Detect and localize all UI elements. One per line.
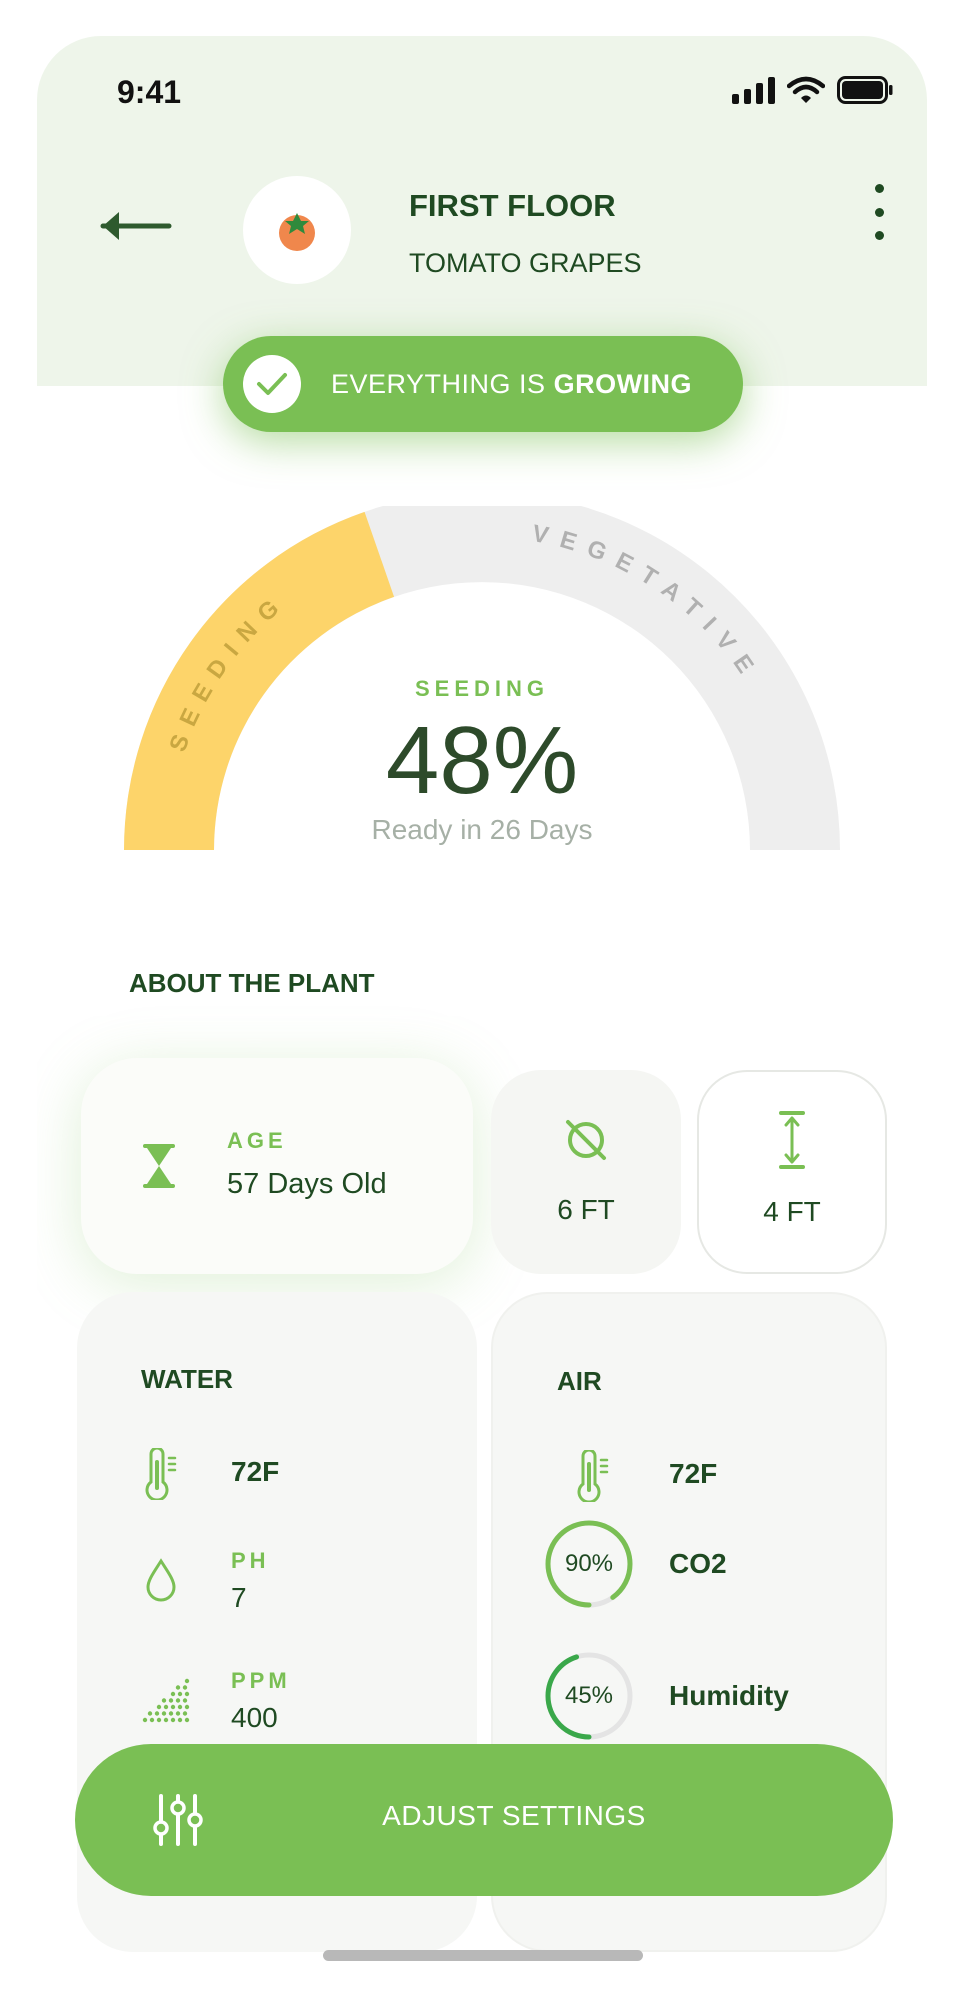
status-value: GROWING bbox=[553, 368, 693, 399]
width-value: 6 FT bbox=[557, 1194, 615, 1225]
gauge-ready-text: Ready in 26 Days bbox=[371, 814, 593, 845]
status-text: EVERYTHING IS GROWING bbox=[331, 369, 692, 400]
co2-ring bbox=[545, 1520, 633, 1608]
status-icons bbox=[732, 76, 893, 104]
co2-ring-fill bbox=[545, 1520, 633, 1608]
air-temperature: 72F bbox=[669, 1458, 718, 1489]
thermometer-icon bbox=[145, 1448, 177, 1500]
height-icon bbox=[779, 1111, 805, 1169]
height-card[interactable]: 4 FT bbox=[697, 1070, 887, 1274]
signal-icon bbox=[732, 76, 775, 104]
adjust-settings-button[interactable]: ADJUST SETTINGS bbox=[75, 1744, 893, 1896]
co2-percent: 90% bbox=[564, 1550, 614, 1577]
back-arrow-icon[interactable] bbox=[99, 206, 173, 246]
ppm-label: PPM bbox=[231, 1668, 291, 1693]
humidity-ring bbox=[545, 1652, 633, 1740]
air-title: AIR bbox=[557, 1366, 602, 1396]
growth-gauge: SEEDING VEGETATIVE bbox=[124, 506, 840, 850]
sliders-icon bbox=[153, 1794, 203, 1846]
humidity-ring-fill bbox=[545, 1652, 633, 1740]
water-title: WATER bbox=[141, 1364, 233, 1394]
width-card[interactable]: 6 FT bbox=[491, 1070, 681, 1274]
co2-label: CO2 bbox=[669, 1548, 727, 1579]
more-options-icon[interactable] bbox=[869, 184, 889, 240]
age-label: AGE bbox=[227, 1128, 287, 1153]
adjust-settings-label: ADJUST SETTINGS bbox=[382, 1800, 646, 1831]
particles-icon bbox=[142, 1678, 190, 1723]
page-subtitle: TOMATO GRAPES bbox=[409, 248, 642, 278]
section-title-about: ABOUT THE PLANT bbox=[129, 968, 375, 998]
drop-icon bbox=[146, 1558, 176, 1602]
ph-value: 7 bbox=[231, 1582, 247, 1613]
page-title: FIRST FLOOR bbox=[409, 188, 616, 223]
thermometer-icon bbox=[577, 1450, 609, 1502]
ph-label: PH bbox=[231, 1548, 270, 1573]
gauge-percent: 48% bbox=[385, 707, 579, 814]
water-ppm-row: PPM 400 bbox=[77, 1660, 477, 1740]
status-time: 9:41 bbox=[117, 74, 182, 110]
humidity-percent: 45% bbox=[564, 1682, 614, 1709]
status-prefix: EVERYTHING IS bbox=[331, 368, 546, 399]
phone-screen: 9:41 FIRST FLOOR TOMATO GRAPES bbox=[37, 36, 927, 2002]
check-icon bbox=[243, 355, 301, 413]
home-indicator[interactable] bbox=[323, 1950, 643, 1961]
age-value: 57 Days Old bbox=[227, 1168, 387, 1200]
hourglass-icon bbox=[143, 1144, 175, 1188]
tomato-icon bbox=[279, 213, 315, 251]
growth-status-badge: EVERYTHING IS GROWING bbox=[223, 336, 743, 432]
gauge-fill bbox=[124, 511, 395, 850]
battery-icon bbox=[837, 76, 893, 104]
air-temperature-row: 72F bbox=[493, 1436, 885, 1516]
gauge-stage: SEEDING bbox=[414, 676, 550, 701]
water-ph-row: PH 7 bbox=[77, 1540, 477, 1620]
height-value: 4 FT bbox=[763, 1196, 821, 1227]
ppm-value: 400 bbox=[231, 1702, 278, 1733]
plant-avatar bbox=[243, 176, 351, 284]
humidity-label: Humidity bbox=[669, 1680, 789, 1711]
wifi-icon bbox=[787, 76, 825, 103]
diameter-icon bbox=[566, 1120, 606, 1160]
header-background bbox=[37, 36, 927, 386]
age-card[interactable]: AGE 57 Days Old bbox=[81, 1058, 473, 1274]
water-temperature: 72F bbox=[231, 1456, 280, 1487]
water-temperature-row: 72F bbox=[77, 1434, 477, 1514]
